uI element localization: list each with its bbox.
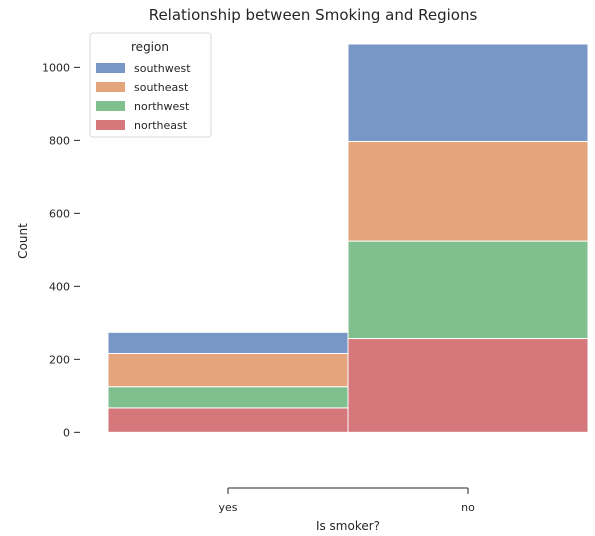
legend-label-southwest: southwest: [134, 62, 191, 75]
x-tick-label-no: no: [461, 501, 475, 514]
y-tick-label-800: 800: [49, 134, 70, 147]
legend-label-northwest: northwest: [134, 100, 190, 113]
y-tick-label-0: 0: [63, 426, 70, 439]
legend-swatch-southwest: [96, 63, 125, 73]
y-axis-label: Count: [16, 223, 30, 259]
y-tick-label-400: 400: [49, 280, 70, 293]
x-axis-label: Is smoker?: [316, 519, 380, 533]
bar-no-southwest: [347, 43, 589, 142]
y-axis: 0 200 400 600 800 1000: [42, 61, 80, 439]
legend-title: region: [131, 40, 169, 54]
legend-swatch-northwest: [96, 101, 125, 111]
y-tick-label-200: 200: [49, 353, 70, 366]
chart-title: Relationship between Smoking and Regions: [149, 6, 478, 24]
bar-yes-southwest: [107, 331, 349, 354]
legend-label-southeast: southeast: [134, 81, 189, 94]
bar-yes-northwest: [107, 386, 349, 409]
y-tick-label-600: 600: [49, 207, 70, 220]
bar-yes-southeast: [107, 352, 349, 388]
bar-no-northeast: [347, 338, 589, 433]
legend-swatch-southeast: [96, 82, 125, 92]
bar-yes-northeast: [107, 407, 349, 433]
bars-group: [107, 43, 589, 433]
x-tick-label-yes: yes: [218, 501, 237, 514]
legend: region southwest southeast northwest northea…: [89, 32, 212, 138]
legend-swatch-northeast: [96, 120, 125, 130]
bar-no-northwest: [347, 240, 589, 340]
x-axis: yes no: [218, 487, 475, 514]
legend-label-northeast: northeast: [134, 119, 188, 132]
y-tick-label-1000: 1000: [42, 61, 70, 74]
bar-no-southeast: [347, 140, 589, 242]
